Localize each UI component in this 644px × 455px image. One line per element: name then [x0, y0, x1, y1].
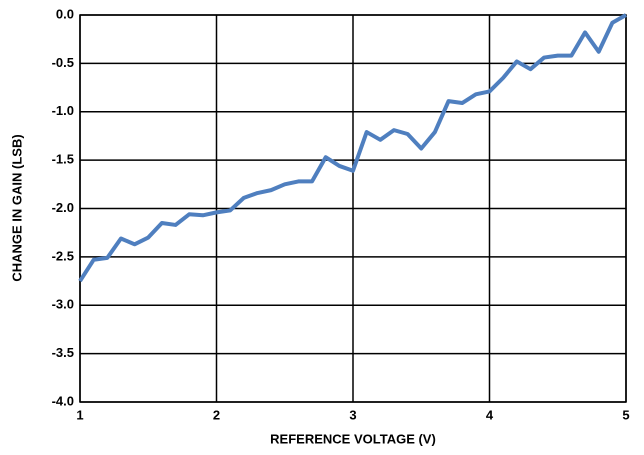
- data-line: [78, 13, 627, 283]
- y-tick-label: -3.5: [52, 345, 74, 360]
- y-tick-label: -2.0: [52, 200, 74, 215]
- y-axis-label: CHANGE IN GAIN (LSB): [9, 134, 24, 281]
- plot-frame: [79, 14, 627, 403]
- y-tick-label: -1.0: [52, 103, 74, 118]
- x-tick-label: 3: [349, 407, 356, 422]
- y-tick-label: 0.0: [56, 6, 74, 21]
- x-axis-label: REFERENCE VOLTAGE (V): [270, 431, 436, 446]
- y-tick-label: -3.0: [52, 297, 74, 312]
- y-tick-label: -4.0: [52, 393, 74, 408]
- x-tick-label: 1: [76, 407, 83, 422]
- x-tick-label: 4: [486, 407, 494, 422]
- y-tick-label: -2.5: [52, 248, 74, 263]
- x-tick-label: 5: [622, 407, 629, 422]
- y-tick-label: -0.5: [52, 55, 74, 70]
- y-tick-label: -1.5: [52, 152, 74, 167]
- x-tick-label: 2: [213, 407, 220, 422]
